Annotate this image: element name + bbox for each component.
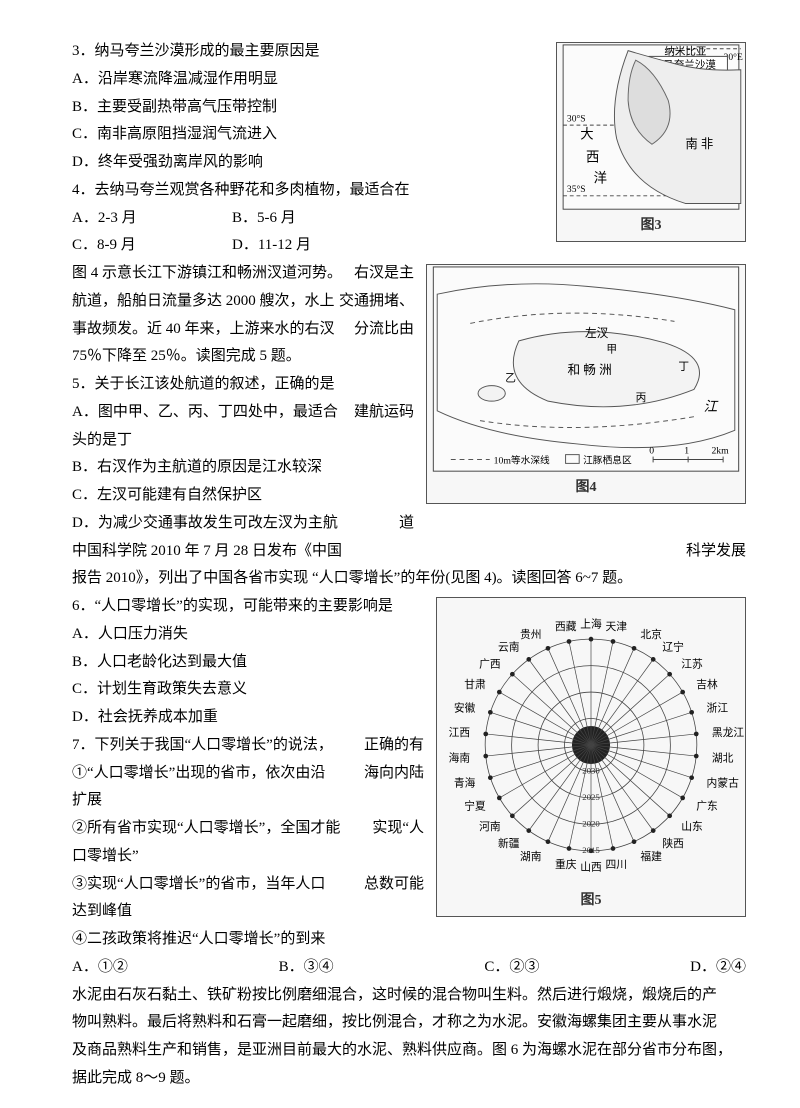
svg-text:安徽: 安徽 [454,701,476,714]
svg-text:内蒙古: 内蒙古 [707,776,740,789]
q5-a1: A．图中甲、乙、丙、丁四处中，最适合 [72,399,338,427]
svg-text:西藏: 西藏 [555,621,577,633]
q4-row1: A．2-3 月 B．5-6 月 [72,205,544,233]
svg-text:乙: 乙 [505,373,516,385]
svg-text:宁夏: 宁夏 [464,800,486,813]
svg-text:上海: 上海 [580,617,602,630]
svg-text:湖南: 湖南 [520,850,542,863]
exam-page: 20°E 纳马夸兰沙漠 纳米比亚 30°S 35°S 大 西 洋 南 非 图3 … [72,38,746,1093]
q7-s3a: ③实现“人口零增长”的省市，当年人口 [72,871,325,899]
figure-3: 20°E 纳马夸兰沙漠 纳米比亚 30°S 35°S 大 西 洋 南 非 图3 [556,42,746,242]
p5-l1b: 科学发展 [686,538,746,566]
svg-text:四川: 四川 [605,859,627,871]
svg-text:天津: 天津 [605,621,627,633]
q4-opt-c: C．8-9 月 [72,232,232,260]
q7-s1b: 海向内陆 [364,760,424,788]
svg-text:河南: 河南 [479,820,501,833]
q5-d1: D．为减少交通事故发生可改左汊为主航 [72,510,338,538]
svg-text:重庆: 重庆 [555,858,577,871]
q4-opt-d: D．11-12 月 [232,232,311,260]
svg-text:江苏: 江苏 [681,658,703,671]
svg-text:洋: 洋 [594,170,607,185]
svg-text:辽宁: 辽宁 [662,641,684,654]
svg-text:广西: 广西 [479,659,501,671]
p5-l2: 报告 2010》，列出了中国各省市实现 “人口零增长”的年份(见图 4)。读图回… [72,565,746,593]
svg-text:青海: 青海 [454,776,476,789]
p6-l3: 及商品熟料生产和销售，是亚洲目前最大的水泥、熟料供应商。图 6 为海螺水泥在部分… [72,1037,746,1065]
q7-opt-c: C．②③ [484,954,539,982]
svg-text:0: 0 [649,446,654,457]
p4-l2b: 交通拥堵、 [339,288,414,316]
q7-s1a: ①“人口零增长”出现的省市，依次由沿 [72,760,325,788]
svg-text:贵州: 贵州 [520,628,542,641]
q7-s3b: 总数可能 [364,871,424,899]
svg-text:2km: 2km [711,446,729,457]
figure-5-caption: 图5 [581,886,602,916]
svg-text:左汊: 左汊 [585,326,609,340]
svg-text:2020: 2020 [582,818,600,828]
p4-l1a: 图 4 示意长江下游镇江和畅洲汊道河势。 [72,260,342,288]
svg-text:黑龙江: 黑龙江 [712,726,745,739]
figure-3-caption: 图3 [641,211,662,241]
svg-text:广东: 广东 [696,800,718,813]
svg-text:甲: 甲 [606,344,617,356]
svg-text:丁: 丁 [678,361,689,373]
svg-text:浙江: 浙江 [707,702,729,714]
svg-text:海南: 海南 [449,752,471,765]
svg-text:山东: 山东 [681,820,703,833]
p5-l1a: 中国科学院 2010 年 7 月 28 日发布《中国 [72,538,342,566]
q4-opt-a: A．2-3 月 [72,205,232,233]
svg-text:35°S: 35°S [567,184,586,195]
svg-text:吉林: 吉林 [696,678,718,691]
svg-text:1: 1 [684,446,689,457]
q5-d2: 道 [399,510,414,538]
svg-text:新疆: 新疆 [498,837,520,850]
q7-stem1: 7．下列关于我国“人口零增长”的说法， [72,732,333,760]
svg-text:30°S: 30°S [567,113,586,124]
q4-opt-b: B．5-6 月 [232,205,296,233]
svg-text:江西: 江西 [449,727,471,739]
svg-text:湖北: 湖北 [712,753,734,765]
q7-s2b: 实现“人 [372,815,424,843]
figure-4-caption: 图4 [576,473,597,503]
svg-text:2025: 2025 [582,792,600,802]
q7-opt-a: A．①② [72,954,128,982]
svg-text:山西: 山西 [580,861,602,873]
q5-a2: 建航运码 [354,399,414,427]
q4-row2: C．8-9 月 D．11-12 月 [72,232,544,260]
svg-text:陕西: 陕西 [662,837,684,850]
p4-l1b: 右汊是主 [354,260,414,288]
q7-stem2: 正确的有 [364,732,424,760]
svg-text:和 畅 洲: 和 畅 洲 [568,363,612,377]
svg-text:10m等水深线: 10m等水深线 [494,453,550,466]
p6-l1: 水泥由石灰石黏土、铁矿粉按比例磨细混合，这时候的混合物叫生料。然后进行煅烧，煅烧… [72,982,746,1010]
svg-text:北京: 北京 [640,628,662,641]
svg-text:2030: 2030 [582,765,600,775]
p6-l4: 据此完成 8～9 题。 [72,1065,746,1093]
svg-text:西: 西 [586,149,599,164]
svg-text:福建: 福建 [640,850,662,863]
q7-opt-d: D．②④ [690,954,746,982]
p4-l3b: 分流比由 [354,316,414,344]
svg-text:南 非: 南 非 [685,136,713,151]
figure-4: 左汊 和 畅 洲 甲 乙 丙 丁 江 10m等水深线 江豚栖息区 0 1 2km… [426,264,746,504]
p6-l2: 物叫熟料。最后将熟料和石膏一起磨细，按比例混合，才称之为水泥。安徽海螺集团主要从… [72,1009,746,1037]
q7-s2a: ②所有省市实现“人口零增长”，全国才能 [72,815,340,843]
q7-opt-b: B．③④ [279,954,334,982]
svg-text:甘肃: 甘肃 [464,678,486,691]
svg-text:云南: 云南 [498,641,520,654]
svg-text:纳米比亚: 纳米比亚 [664,44,706,57]
p4-l3a: 事故频发。近 40 年来，上游来水的右汊 [72,316,335,344]
svg-text:丙: 丙 [636,392,647,404]
svg-text:大: 大 [580,127,593,142]
q7-s4: ④二孩政策将推迟“人口零增长”的到来 [72,926,746,954]
figure-5: 上海天津北京辽宁江苏吉林浙江黑龙江湖北内蒙古广东山东陕西福建四川山西重庆湖南新疆… [436,597,746,917]
svg-text:江豚栖息区: 江豚栖息区 [583,453,632,466]
p4-l2a: 航道，船舶日流量多达 2000 艘次，水上 [72,288,335,316]
q7-options: A．①② B．③④ C．②③ D．②④ [72,954,746,982]
svg-text:江: 江 [704,399,719,414]
svg-text:2015: 2015 [582,845,600,855]
